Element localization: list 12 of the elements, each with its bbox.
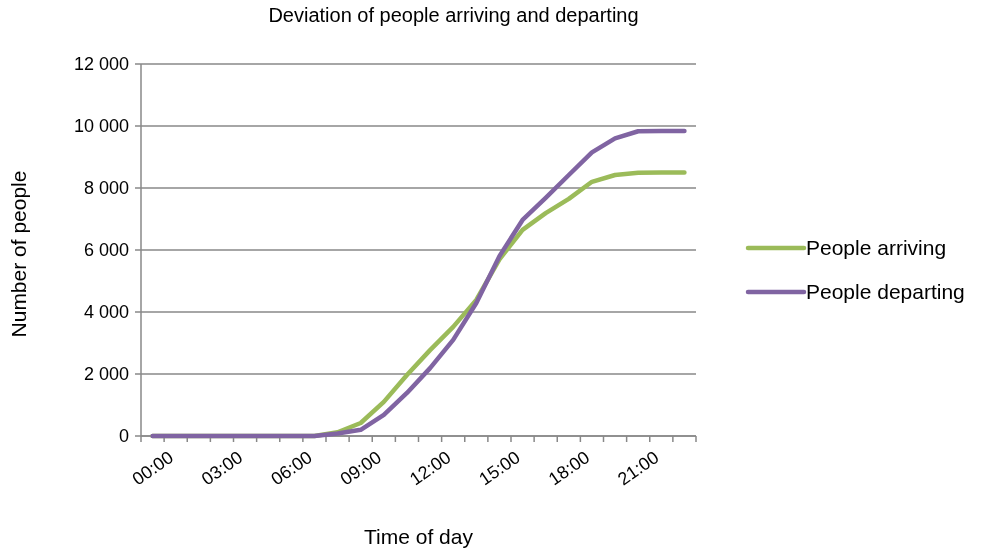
legend-label: People arriving <box>806 236 947 260</box>
y-tick-label: 4 000 <box>83 302 129 323</box>
y-tick-label: 8 000 <box>83 178 129 199</box>
x-axis-title: Time of day <box>364 525 474 548</box>
y-tick-label: 6 000 <box>83 240 129 261</box>
chart-title: Deviation of people arriving and departing <box>268 4 639 26</box>
y-tick-label: 10 000 <box>73 116 129 137</box>
y-tick-label: 2 000 <box>83 364 129 385</box>
y-axis-title: Number of people <box>7 170 30 338</box>
y-tick-label: 12 000 <box>73 54 129 75</box>
y-tick-label: 0 <box>118 426 129 447</box>
legend-label: People departing <box>806 280 965 304</box>
